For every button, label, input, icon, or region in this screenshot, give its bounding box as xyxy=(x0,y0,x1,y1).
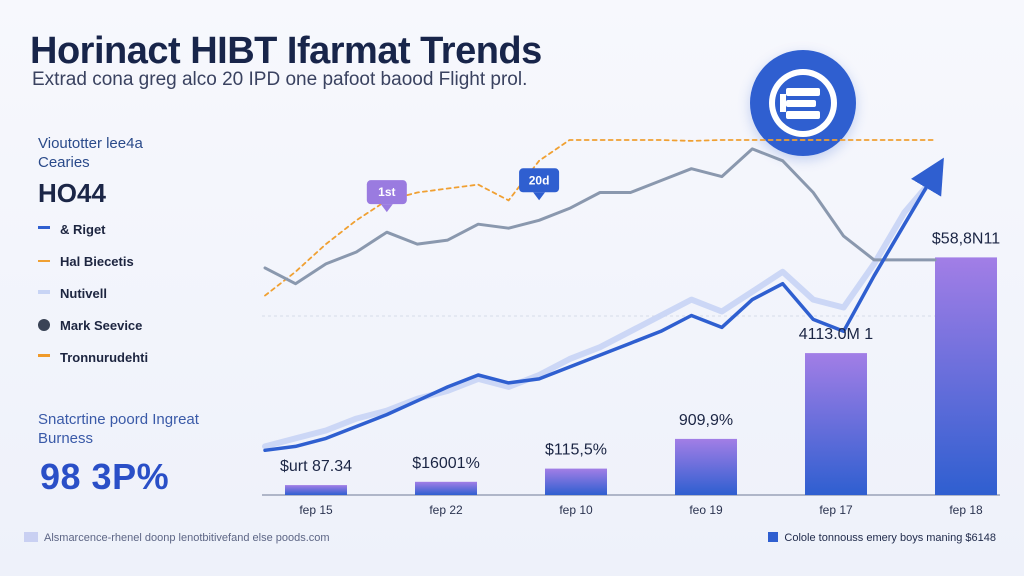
callout-pointer xyxy=(533,192,546,201)
series-line-pale xyxy=(262,173,938,450)
coin-logo-icon xyxy=(750,50,856,156)
bar-value-label: $58,8N11 xyxy=(932,230,1000,247)
kpi-top-value: HO44 xyxy=(38,178,106,208)
legend-item: Hal Biecetis xyxy=(38,254,238,270)
bar xyxy=(545,468,607,495)
x-tick-label: fep 10 xyxy=(559,503,593,517)
legend: & Riget Hal Biecetis Nutivell Mark Seevi… xyxy=(38,222,238,382)
legend-label: & Riget xyxy=(60,222,106,237)
bar-value-label: $urt 87.34 xyxy=(280,458,352,475)
sidebar-section-label: Vioutotter lee4a Cearies xyxy=(38,135,143,171)
legend-line-dashed-icon xyxy=(38,260,50,262)
footer-note-text: Colole tonnouss emery boys maning $6148 xyxy=(784,532,996,544)
series-line-dashed-orange xyxy=(264,139,936,297)
bar-value-label: 909,9% xyxy=(679,412,733,429)
footer-source: Alsmarcence-rhenel doonp lenotbitivefand… xyxy=(24,532,330,544)
big-stat-value: 98 3P% xyxy=(40,456,170,497)
bar xyxy=(805,353,867,495)
footer-source-text: Alsmarcence-rhenel doonp lenotbitivefand… xyxy=(44,532,330,544)
legend-line-pale-icon xyxy=(38,290,50,294)
callout-box xyxy=(366,180,407,205)
legend-label: Hal Biecetis xyxy=(60,254,134,269)
legend-line-solid-icon xyxy=(38,226,50,229)
footer-note: Colole tonnouss emery boys maning $6148 xyxy=(768,532,996,544)
stat-caption: Snatcrtine poord Ingreat Burness xyxy=(38,411,199,447)
page-title: Horinact HIBT Ifarmat Trends xyxy=(30,30,542,72)
series-line-solid-blue xyxy=(263,157,944,453)
bar-value-label: $16001% xyxy=(412,455,480,472)
callout-label: 20d xyxy=(529,173,550,187)
legend-label: Tronnurudehti xyxy=(60,350,149,365)
series-line-grey xyxy=(263,147,937,286)
callout-pointer xyxy=(380,204,393,213)
footer-note-swatch-icon xyxy=(768,532,779,542)
callout-label: 1st xyxy=(378,185,395,199)
x-tick-label: fep 15 xyxy=(299,503,333,517)
legend-item: Mark Seevice xyxy=(38,318,238,334)
callout-box xyxy=(519,168,560,193)
bar xyxy=(285,485,347,495)
callout: 20d xyxy=(519,168,560,201)
legend-label: Nutivell xyxy=(60,286,107,301)
legend-line-orange-icon xyxy=(38,354,50,357)
callout: 1st xyxy=(366,180,407,213)
bar xyxy=(415,481,477,495)
bar xyxy=(935,257,997,495)
legend-item: Tronnurudehti xyxy=(38,350,238,366)
bar-value-label: 4113.0M 1 xyxy=(799,326,874,343)
legend-item: & Riget xyxy=(38,222,238,238)
x-tick-label: fep 18 xyxy=(949,503,983,517)
legend-item: Nutivell xyxy=(38,286,238,302)
x-tick-label: fep 22 xyxy=(429,503,463,517)
page-subtitle: Extrad cona greg alco 20 IPD one pafoot … xyxy=(32,69,528,90)
bar xyxy=(675,438,737,495)
footer-source-swatch-icon xyxy=(24,532,38,542)
x-tick-label: feo 19 xyxy=(689,503,723,517)
legend-label: Mark Seevice xyxy=(60,318,143,333)
bar-value-label: $115,5% xyxy=(545,442,607,459)
legend-dot-icon xyxy=(38,319,50,331)
x-tick-label: fep 17 xyxy=(819,503,853,517)
